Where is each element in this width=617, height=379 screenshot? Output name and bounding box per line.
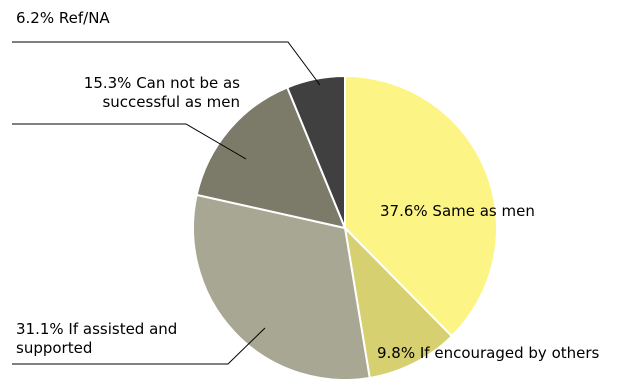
pie-slice-same-as-men	[344, 74, 498, 338]
slice-label: 9.8% If encouraged by others	[377, 344, 600, 362]
leader-line	[12, 327, 266, 365]
leader-line	[12, 41, 321, 86]
slice-label: 15.3% Can not be as successful as men	[84, 74, 240, 111]
pie-slice-can-not-be-as-successful-as-men	[195, 86, 347, 230]
slice-labels: 37.6% Same as men 9.8% If encouraged by o…	[16, 9, 600, 362]
leader-lines	[12, 41, 321, 365]
pie-slices	[192, 74, 498, 379]
leader-line	[12, 123, 247, 160]
slice-label: 31.1% If assisted and supported	[16, 320, 177, 357]
pie-slice-if-encouraged-by-others	[343, 225, 454, 379]
slice-label: 37.6% Same as men	[380, 202, 535, 220]
pie-slice-if-assisted-and-supported	[192, 193, 371, 379]
slice-label: 6.2% Ref/NA	[16, 9, 110, 27]
